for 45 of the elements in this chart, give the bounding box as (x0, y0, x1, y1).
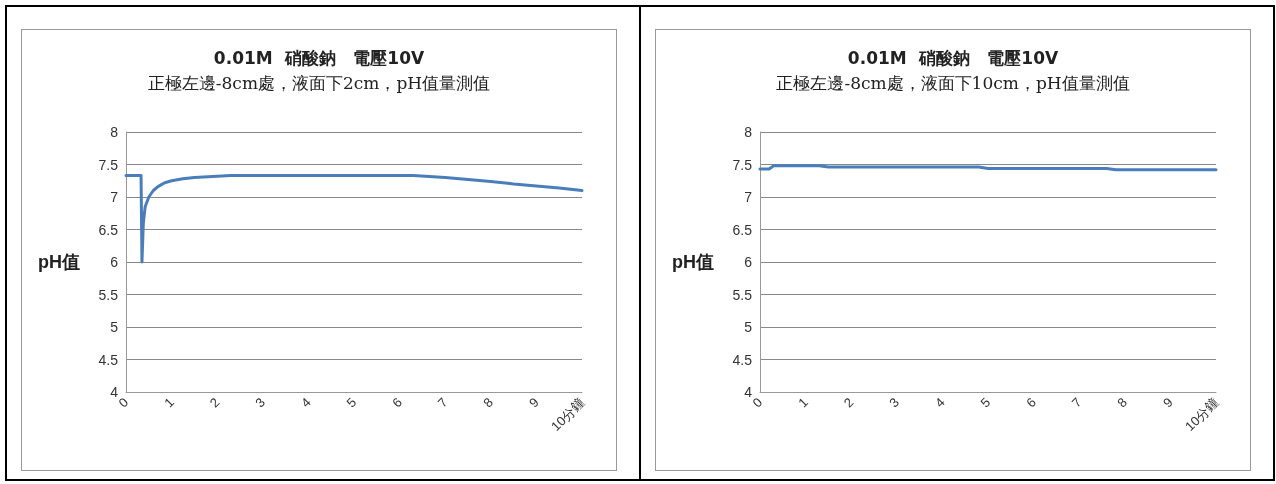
y-tick-label: 7 (110, 189, 119, 205)
y-tick-label: 4 (110, 384, 119, 400)
x-tick-label: 5 (977, 394, 994, 411)
y-tick-label: 8 (110, 124, 119, 140)
y-axis-title: pH值 (672, 252, 714, 272)
x-tick-label: 1 (795, 394, 811, 411)
x-tick-label: 2 (206, 394, 223, 411)
chart-title: 0.01M 硝酸鈉 電壓10V (213, 47, 425, 68)
y-axis-title: pH值 (38, 252, 80, 272)
line-series (124, 174, 584, 264)
chart-title: 0.01M 硝酸鈉 電壓10V (847, 47, 1059, 68)
x-tick-label: 2 (840, 394, 857, 411)
y-tick-label: 8 (744, 124, 753, 140)
x-tick-label: 4 (931, 394, 948, 411)
y-tick-label: 7 (744, 189, 753, 205)
x-tick-label: 9 (1159, 394, 1176, 411)
y-tick-label: 4 (744, 384, 753, 400)
x-tick-label: 8 (480, 394, 497, 411)
y-tick-label: 4.5 (98, 351, 119, 368)
x-tick-label: 3 (886, 394, 903, 411)
x-tick-label: 4 (297, 394, 314, 411)
x-tick-label: 1 (161, 394, 177, 411)
y-tick-label: 6.5 (732, 221, 753, 238)
y-tick-label: 7.5 (732, 156, 753, 173)
x-tick-label: 7 (1068, 394, 1085, 411)
x-tick-label: 10分鐘 (548, 394, 588, 434)
y-tick-label: 5 (744, 319, 753, 335)
y-tick-label: 6 (744, 254, 753, 270)
chart-subtitle: 正極左邊-8cm處，液面下10cm，pH值量測值 (776, 72, 1130, 93)
y-tick-label: 6.5 (98, 221, 119, 238)
y-tick-label: 5 (110, 319, 119, 335)
y-tick-label: 5.5 (732, 286, 753, 303)
y-tick-label: 5.5 (98, 286, 119, 303)
x-tick-label: 5 (343, 394, 360, 411)
y-tick-label: 4.5 (732, 351, 753, 368)
x-tick-label: 3 (252, 394, 269, 411)
x-tick-label: 8 (1114, 394, 1131, 411)
x-tick-label: 6 (389, 394, 405, 411)
y-tick-label: 6 (110, 254, 119, 270)
x-tick-label: 10分鐘 (1182, 394, 1222, 434)
x-tick-label: 6 (1023, 394, 1039, 411)
x-tick-label: 9 (525, 394, 542, 411)
x-tick-label: 7 (434, 394, 451, 411)
chart-subtitle: 正極左邊-8cm處，液面下2cm，pH值量測值 (147, 72, 491, 93)
y-tick-label: 7.5 (98, 156, 119, 173)
